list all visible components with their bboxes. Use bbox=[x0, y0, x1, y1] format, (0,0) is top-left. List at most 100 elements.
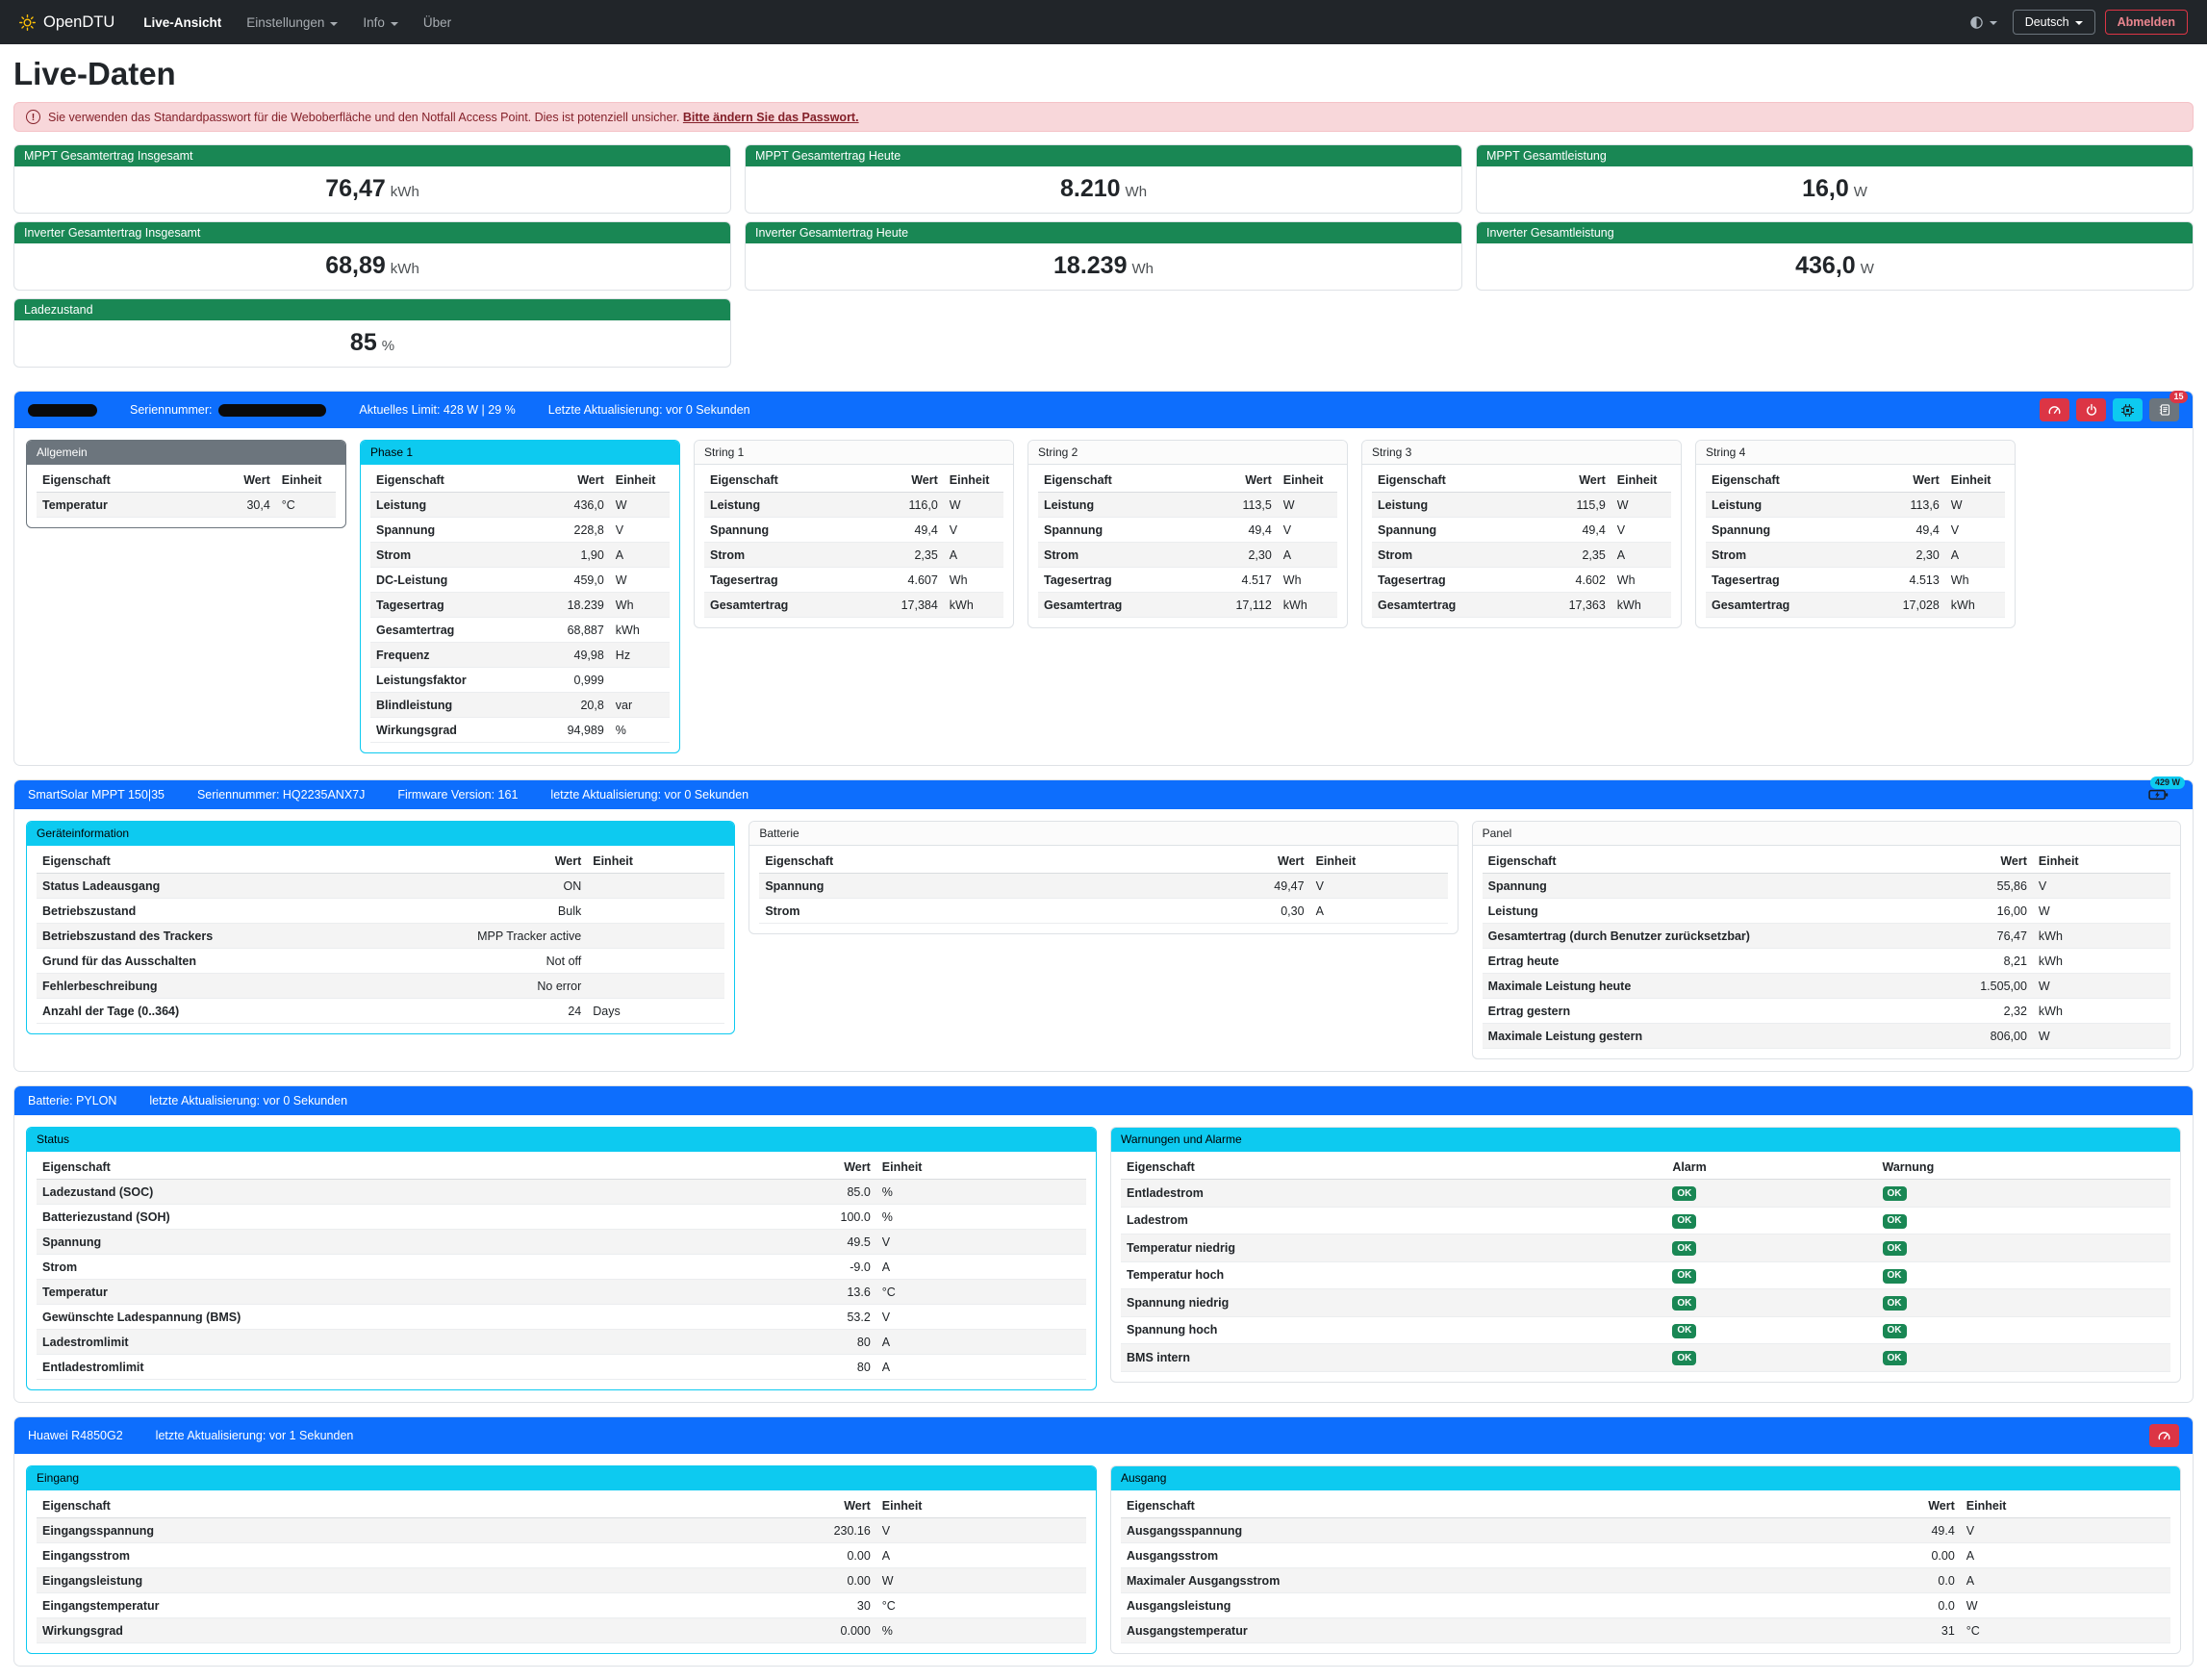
table-row: Betriebszustand Bulk bbox=[37, 898, 725, 924]
table-row: Tagesertrag 4.607 Wh bbox=[704, 567, 1003, 593]
data-table: Eigenschaft Wert Einheit Spannung 55,86 V Leis… bbox=[1482, 849, 2170, 1049]
unit-cell: A bbox=[875, 1542, 1086, 1568]
status-ok-badge: OK bbox=[1672, 1296, 1697, 1311]
nav-item-info[interactable]: Info bbox=[351, 10, 410, 36]
property-cell: Maximaler Ausgangsstrom bbox=[1121, 1567, 1730, 1593]
property-cell: Leistung bbox=[1372, 492, 1546, 518]
summary-card-value: 436,0 bbox=[1795, 252, 1856, 279]
theme-toggle-dropdown[interactable] bbox=[1964, 12, 2003, 34]
value-cell: 80 bbox=[645, 1354, 876, 1380]
warning-cell: OK bbox=[1876, 1179, 2170, 1208]
property-cell: Spannung bbox=[37, 1229, 646, 1255]
table-row: Maximale Leistung heute 1.505,00 W bbox=[1482, 973, 2170, 999]
value-cell: 49.5 bbox=[645, 1229, 876, 1255]
property-cell: Gewünschte Ladespannung (BMS) bbox=[37, 1304, 646, 1330]
unit-cell: W bbox=[1277, 492, 1337, 518]
value-cell: 80 bbox=[645, 1329, 876, 1355]
table-row: Spannung 49,4 V bbox=[1706, 517, 2005, 543]
circle-half-theme-icon bbox=[1969, 15, 1984, 30]
victron-firmware: Firmware Version: 161 bbox=[397, 788, 519, 802]
summary-card-title: Inverter Gesamtertrag Heute bbox=[746, 222, 1461, 243]
alert-text: Sie verwenden das Standardpasswort für d… bbox=[48, 110, 859, 124]
value-cell: 806,00 bbox=[1881, 1023, 2033, 1049]
table-card-string-3: String 3 Eigenschaft Wert Einheit Leistung 11… bbox=[1361, 440, 1682, 628]
warning-cell: OK bbox=[1876, 1343, 2170, 1372]
value-cell: 16,00 bbox=[1881, 898, 2033, 924]
property-cell: Ladestrom bbox=[1121, 1207, 1667, 1235]
power-toggle-button[interactable] bbox=[2076, 398, 2106, 421]
logout-button[interactable]: Abmelden bbox=[2104, 10, 2188, 35]
victron-charge-indicator: 429 W bbox=[2148, 776, 2185, 802]
unit-cell: A bbox=[875, 1254, 1086, 1280]
unit-cell: °C bbox=[275, 492, 336, 518]
table-row: BMS intern OK OK bbox=[1121, 1343, 2170, 1372]
huawei-title: Huawei R4850G2 bbox=[28, 1429, 123, 1442]
summary-card-body: 85% bbox=[14, 320, 730, 367]
property-cell: Ladezustand (SOC) bbox=[37, 1179, 646, 1205]
property-cell: Tagesertrag bbox=[1706, 567, 1880, 593]
battery-title: Batterie: PYLON bbox=[28, 1094, 117, 1107]
property-cell: Betriebszustand des Trackers bbox=[37, 923, 436, 949]
table-row: Ertrag gestern 2,32 kWh bbox=[1482, 998, 2170, 1024]
nav-item-ber[interactable]: Über bbox=[422, 14, 452, 30]
table-header-row: Eigenschaft Wert Einheit bbox=[1482, 849, 2170, 874]
value-cell: 30,4 bbox=[210, 492, 276, 518]
nav-item-einstellungen[interactable]: Einstellungen bbox=[235, 10, 349, 36]
table-row: Blindleistung 20,8 var bbox=[370, 692, 670, 718]
table-row: Maximaler Ausgangsstrom 0.0 A bbox=[1121, 1567, 2170, 1593]
property-cell: Gesamtertrag bbox=[370, 617, 545, 643]
property-cell: Ertrag gestern bbox=[1482, 998, 1882, 1024]
column-header-einheit: Einheit bbox=[1277, 468, 1337, 493]
summary-card-unit: W bbox=[1853, 184, 1867, 200]
column-header-einheit: Einheit bbox=[875, 1493, 1086, 1518]
summary-card-unit: W bbox=[1860, 261, 1874, 277]
data-table: Eigenschaft Wert Einheit Eingangsspannung 23… bbox=[37, 1493, 1086, 1643]
summary-cards: MPPT Gesamtertrag Insgesamt 76,47 kWh MPPT … bbox=[13, 144, 2194, 368]
summary-card-value: 18.239 bbox=[1053, 252, 1128, 279]
brand-opendtu[interactable]: OpenDTU bbox=[19, 13, 114, 32]
unit-cell bbox=[587, 923, 725, 949]
value-cell: 76,47 bbox=[1881, 923, 2033, 949]
table-card-panel: Panel Eigenschaft Wert Einheit Spannung 55,86… bbox=[1471, 821, 2181, 1059]
inverter-section: Seriennummer: Aktuelles Limit: 428 W | 2… bbox=[13, 391, 2194, 766]
table-row: Gewünschte Ladespannung (BMS) 53.2 V bbox=[37, 1304, 1086, 1330]
column-header-wert: Wert bbox=[645, 1493, 876, 1518]
event-log-button[interactable]: 15 bbox=[2149, 391, 2188, 421]
table-row: Grund für das Ausschalten Not off bbox=[37, 948, 725, 974]
limit-settings-button[interactable] bbox=[2040, 398, 2069, 421]
table-row: Strom 2,30 A bbox=[1038, 542, 1337, 568]
property-cell: Gesamtertrag bbox=[1706, 592, 1880, 618]
device-info-button[interactable] bbox=[2113, 398, 2143, 421]
unit-cell: W bbox=[1611, 492, 1671, 518]
property-cell: Temperatur bbox=[37, 492, 211, 518]
column-header-eigenschaft: Eigenschaft bbox=[37, 1155, 646, 1180]
property-cell: Temperatur hoch bbox=[1121, 1261, 1667, 1289]
huawei-actions bbox=[2149, 1424, 2179, 1447]
property-cell: Ausgangstemperatur bbox=[1121, 1617, 1730, 1643]
language-dropdown[interactable]: Deutsch bbox=[2012, 10, 2095, 35]
table-row: Eingangsspannung 230.16 V bbox=[37, 1517, 1086, 1543]
table-row: Ertrag heute 8,21 kWh bbox=[1482, 948, 2170, 974]
table-row: Strom 2,30 A bbox=[1706, 542, 2005, 568]
data-table: Eigenschaft Wert Einheit Leistung 115,9 W Span… bbox=[1372, 468, 1671, 618]
property-cell: Entladestrom bbox=[1121, 1179, 1667, 1208]
property-cell: Eingangstemperatur bbox=[37, 1592, 646, 1618]
unit-cell: kWh bbox=[2032, 923, 2170, 949]
nav-item-live-ansicht[interactable]: Live-Ansicht bbox=[143, 14, 222, 30]
table-row: Ausgangsleistung 0.0 W bbox=[1121, 1592, 2170, 1618]
summary-card-body: 76,47 kWh bbox=[14, 166, 730, 213]
unit-cell: W bbox=[1960, 1592, 2170, 1618]
huawei-limit-button[interactable] bbox=[2149, 1424, 2179, 1447]
table-header-row: Eigenschaft Alarm Warnung bbox=[1121, 1155, 2170, 1180]
property-cell: Ausgangsspannung bbox=[1121, 1517, 1730, 1543]
table-row: Gesamtertrag 17,384 kWh bbox=[704, 592, 1003, 618]
table-row: Gesamtertrag 17,112 kWh bbox=[1038, 592, 1337, 618]
property-cell: Entladestromlimit bbox=[37, 1354, 646, 1380]
change-password-link[interactable]: Bitte ändern Sie das Passwort. bbox=[682, 110, 859, 124]
table-card-ausgang: Ausgang Eigenschaft Wert Einheit Ausgangsspa… bbox=[1110, 1465, 2181, 1654]
column-header-alarm: Alarm bbox=[1666, 1155, 1877, 1180]
value-cell: 55,86 bbox=[1881, 873, 2033, 899]
event-count-badge: 15 bbox=[2169, 391, 2188, 403]
table-row: Leistungsfaktor 0,999 bbox=[370, 667, 670, 693]
summary-card-mppt-gesamtertrag-heute: MPPT Gesamtertrag Heute 8.210 Wh bbox=[745, 144, 1462, 214]
